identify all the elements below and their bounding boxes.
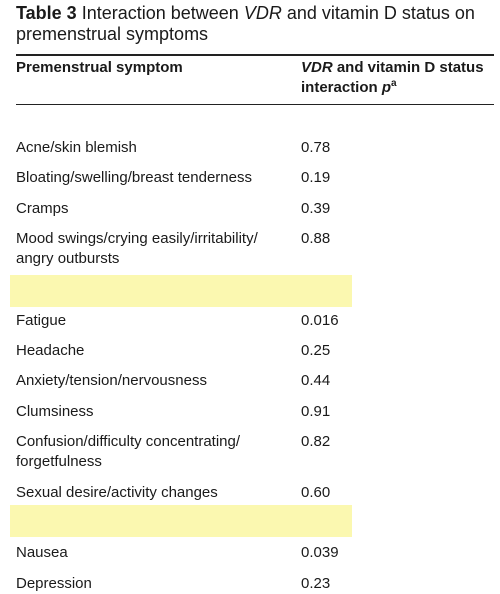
p-value-cell: 0.016 xyxy=(301,312,339,329)
table-header-rule xyxy=(16,104,494,105)
row-highlight xyxy=(10,275,352,307)
header-footnote-marker: a xyxy=(391,78,397,89)
symptom-cell: Fatigue xyxy=(16,312,67,329)
symptom-cell: Cramps xyxy=(16,200,69,217)
column-header-symptom: Premenstrual symptom xyxy=(16,59,183,76)
symptom-cell: Bloating/swelling/breast tenderness xyxy=(16,169,252,186)
symptom-cell: Depression xyxy=(16,575,92,592)
table-number: Table 3 xyxy=(16,3,77,23)
symptom-cell: Clumsiness xyxy=(16,403,94,420)
p-value-cell: 0.44 xyxy=(301,372,331,389)
table-top-rule xyxy=(16,54,494,56)
p-value-cell: 0.82 xyxy=(301,433,331,450)
column-header-interaction: VDR and vitamin D status interaction pa xyxy=(301,58,496,98)
symptom-cell: Headache xyxy=(16,342,85,359)
caption-text-b: and vitamin D status on premenstrual sym… xyxy=(16,3,475,44)
p-value-cell: 0.60 xyxy=(301,484,331,501)
table-caption: Table 3 Interaction between VDR and vita… xyxy=(16,3,496,45)
p-value-cell: 0.39 xyxy=(301,200,331,217)
table-body: Acne/skin blemish 0.78 Bloating/swelling/b… xyxy=(10,139,352,592)
row-highlight xyxy=(10,505,352,537)
p-value-cell: 0.78 xyxy=(301,139,331,156)
p-value-cell: 0.91 xyxy=(301,403,331,420)
caption-gene: VDR xyxy=(243,3,282,23)
p-value-cell: 0.88 xyxy=(301,230,331,247)
p-value-cell: 0.25 xyxy=(301,342,331,359)
symptom-cell: Mood swings/crying easily/irritability/ … xyxy=(16,230,258,267)
header-p: p xyxy=(381,79,392,96)
symptom-cell: Acne/skin blemish xyxy=(16,139,137,156)
caption-text-a: Interaction between xyxy=(76,3,244,23)
header-rest: and vitamin D status interaction xyxy=(301,59,484,96)
symptom-cell: Sexual desire/activity changes xyxy=(16,484,218,501)
symptom-cell: Confusion/difficulty concentrating/ forg… xyxy=(16,433,241,470)
symptom-cell: Anxiety/tension/nervousness xyxy=(16,372,207,389)
symptom-cell: Nausea xyxy=(16,544,68,561)
header-gene: VDR xyxy=(301,59,333,76)
p-value-cell: 0.039 xyxy=(301,544,339,561)
p-value-cell: 0.23 xyxy=(301,575,331,592)
p-value-cell: 0.19 xyxy=(301,169,331,186)
